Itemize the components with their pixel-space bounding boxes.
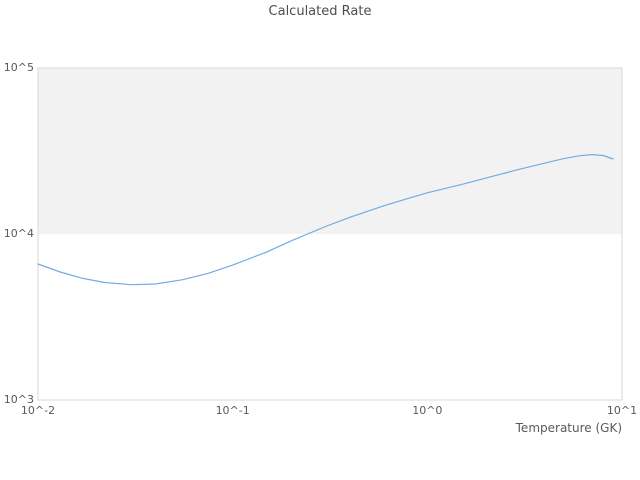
plot-border xyxy=(37,67,623,401)
x-tick-label: 10^-2 xyxy=(20,404,56,417)
x-tick-label: 10^0 xyxy=(412,404,443,417)
x-tick-label: 10^1 xyxy=(606,404,638,417)
x-tick-label: 10^-1 xyxy=(215,404,250,417)
y-tick-label: 10^5 xyxy=(3,61,34,74)
rate-line-series xyxy=(37,154,614,286)
chart-title: Calculated Rate xyxy=(268,4,372,19)
alternate-decade-band xyxy=(38,68,622,234)
y-tick-label: 10^3 xyxy=(3,393,34,406)
y-tick-label: 10^4 xyxy=(3,227,34,240)
x-axis-title: Temperature (GK) xyxy=(515,421,622,435)
